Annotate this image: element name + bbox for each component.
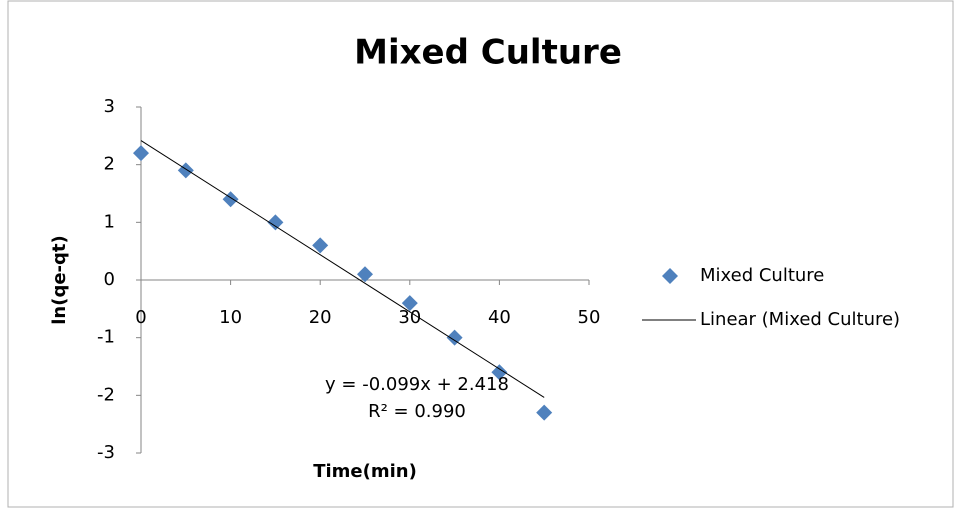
x-tick-label: 20	[309, 307, 332, 328]
point	[312, 237, 329, 254]
y-axis-title: ln(qe-qt)	[49, 235, 70, 325]
trendline-equation: y = -0.099x + 2.418	[325, 374, 509, 395]
point	[267, 214, 284, 231]
chart-title: Mixed Culture	[354, 33, 622, 73]
x-tick-label: 50	[578, 307, 601, 328]
chart-frame	[7, 0, 954, 508]
y-tick-label: -3	[97, 442, 115, 463]
y-tick-label: 0	[104, 269, 115, 290]
trendline-r-squared: R² = 0.990	[368, 401, 466, 422]
x-tick-label: 10	[219, 307, 242, 328]
legend-label: Mixed Culture	[700, 265, 824, 286]
point	[133, 145, 149, 162]
point	[177, 162, 194, 179]
legend-label: Linear (Mixed Culture)	[700, 309, 900, 330]
y-tick-label: 3	[104, 96, 115, 117]
point	[536, 404, 553, 421]
x-tick-label: 0	[135, 307, 146, 328]
y-tick-label: 2	[104, 154, 115, 175]
y-tick-label: -2	[97, 384, 115, 405]
point	[357, 266, 373, 283]
y-tick-label: 1	[104, 211, 115, 232]
x-axis-title: Time(min)	[313, 461, 417, 482]
y-tick-label: -1	[97, 327, 115, 348]
point	[491, 364, 508, 381]
point	[401, 295, 418, 312]
point	[446, 329, 463, 346]
trendline	[140, 140, 545, 398]
x-tick-label: 40	[488, 307, 511, 328]
legend-marker	[662, 268, 678, 284]
x-tick-label: 30	[398, 307, 421, 328]
